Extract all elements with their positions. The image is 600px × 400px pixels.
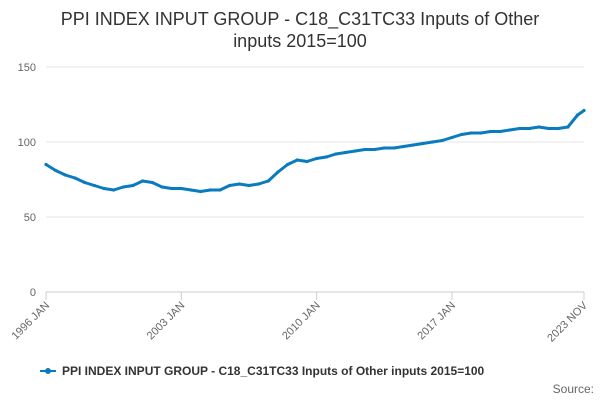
data-point [363, 147, 367, 152]
data-point [112, 188, 116, 192]
data-point [582, 108, 586, 113]
x-tick-label: 2017 JAN [415, 300, 458, 343]
data-point [421, 141, 425, 146]
y-tick-label: 0 [30, 287, 36, 299]
data-point [121, 185, 125, 189]
data-point [382, 146, 386, 150]
data-point [286, 162, 290, 167]
data-point [575, 113, 580, 117]
data-point [411, 143, 415, 147]
x-tick-label: 1996 JAN [9, 300, 52, 343]
data-point [430, 140, 435, 144]
data-point [527, 126, 531, 131]
data-point [440, 138, 444, 143]
data-point [160, 185, 164, 189]
data-point [179, 186, 183, 191]
data-point [459, 132, 464, 137]
data-point [469, 131, 473, 135]
data-point [353, 149, 357, 153]
x-tick-label: 2003 JAN [145, 300, 188, 343]
data-point [150, 180, 154, 185]
data-point [372, 147, 377, 152]
x-tick-label: 2023 NOV [545, 299, 590, 344]
data-point [237, 182, 241, 186]
data-point [247, 183, 251, 188]
data-point [392, 146, 396, 150]
y-tick-label: 100 [18, 137, 36, 149]
data-point [83, 180, 87, 185]
data-point [401, 144, 406, 149]
data-point [257, 182, 261, 186]
legend[interactable]: PPI INDEX INPUT GROUP - C18_C31TC33 Inpu… [40, 364, 484, 378]
data-point [324, 155, 328, 159]
data-point [102, 186, 106, 191]
data-point [344, 150, 348, 155]
data-point [73, 176, 77, 180]
chart-title-line-1: PPI INDEX INPUT GROUP - C18_C31TC33 Inpu… [60, 9, 540, 29]
data-point [450, 135, 454, 140]
data-point [170, 186, 174, 191]
data-point [488, 129, 493, 134]
data-point [44, 162, 48, 167]
chart-title: PPI INDEX INPUT GROUP - C18_C31TC33 Inpu… [0, 8, 600, 52]
data-point [556, 126, 560, 131]
data-point [131, 183, 135, 188]
y-tick-label: 150 [18, 62, 36, 74]
data-point [54, 168, 58, 173]
data-point [334, 152, 338, 156]
data-point [537, 125, 541, 129]
data-point [295, 158, 299, 162]
data-point [276, 170, 280, 174]
legend-swatch-icon [40, 366, 56, 376]
x-tick-label: 2010 JAN [280, 300, 323, 343]
chart-title-line-2: inputs 2015=100 [233, 31, 367, 51]
data-point [228, 183, 232, 188]
data-point [141, 179, 145, 183]
data-point [546, 126, 551, 131]
y-tick-label: 50 [24, 212, 36, 224]
series-line [44, 109, 586, 193]
data-point [266, 179, 270, 183]
data-point [92, 183, 96, 188]
data-point [508, 128, 512, 132]
data-point [566, 125, 570, 129]
data-point [315, 156, 319, 161]
data-point [498, 129, 502, 134]
data-point [218, 188, 222, 192]
data-point [479, 131, 483, 135]
source-label: Source: [552, 382, 594, 396]
data-point [199, 189, 203, 194]
legend-label: PPI INDEX INPUT GROUP - C18_C31TC33 Inpu… [62, 364, 485, 378]
data-point [305, 159, 309, 164]
data-point [517, 126, 522, 131]
data-point [63, 173, 67, 177]
data-point [189, 188, 193, 192]
data-point [208, 188, 212, 192]
